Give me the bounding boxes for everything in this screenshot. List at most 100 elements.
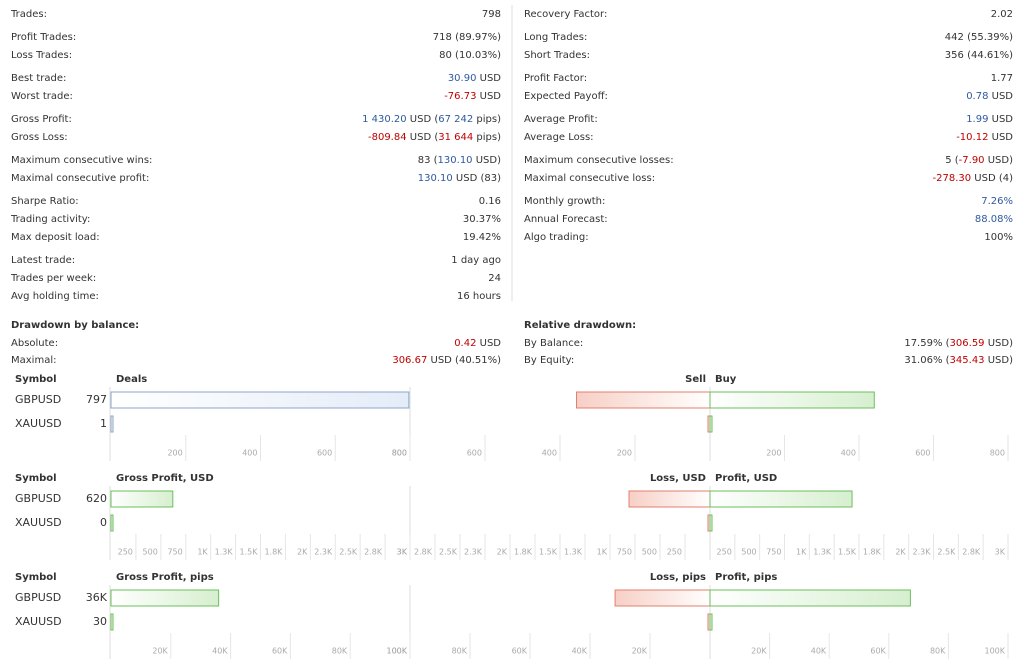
stat-row: Maximal consecutive profit: 130.10 USD (8… — [11, 171, 501, 187]
section-title: Relative drawdown: — [524, 320, 637, 331]
value-part: USD) — [984, 355, 1013, 366]
value-label: 620 — [86, 492, 107, 505]
stat-label: Maximum consecutive losses: — [524, 155, 674, 166]
stat-value: 306.67 USD (40.51%) — [392, 353, 501, 369]
value-label: 30 — [93, 615, 107, 628]
stat-row: Maximum consecutive losses: 5 (-7.90 USD) — [524, 153, 1013, 169]
tick-label: 3K — [995, 548, 1006, 557]
tick-label: 1.5K — [838, 548, 857, 557]
stat-row: Max deposit load: 19.42% — [11, 230, 501, 246]
stat-label: Gross Loss: — [11, 132, 68, 143]
value-part: 0.78 — [966, 91, 989, 102]
tick-label: 3K — [397, 548, 408, 557]
stat-label: Monthly growth: — [524, 196, 606, 207]
tick-label: 400 — [242, 449, 257, 458]
value-part: 718 (89.97%) — [432, 32, 501, 43]
stat-label: Maximal consecutive profit: — [11, 173, 150, 184]
tick-label: 80K — [332, 647, 348, 656]
symbol: XAUUSD — [15, 516, 62, 529]
tick-label: 1K — [197, 548, 208, 557]
value-part: -7.90 — [958, 155, 985, 166]
bar — [110, 514, 114, 532]
value-label: 36K — [86, 591, 108, 604]
tick-label: 2.3K — [913, 548, 932, 557]
value-part: USD) — [472, 155, 501, 166]
tick-label: 200 — [617, 449, 632, 458]
value-part: 345.43 — [949, 355, 985, 366]
tick-label: 80K — [930, 647, 946, 656]
stat-row: Loss Trades: 80 (10.03%) — [11, 48, 501, 64]
stat-row: Long Trades: 442 (55.39%) — [524, 30, 1013, 46]
tick-label: 1K — [796, 548, 807, 557]
bar — [110, 490, 174, 508]
side-title: Sell — [685, 374, 706, 385]
tick-label: 250 — [717, 548, 732, 557]
stat-value: 24 — [488, 271, 501, 287]
stat-row: Trades per week: 24 — [11, 271, 501, 287]
stat-value: 1.77 — [991, 71, 1013, 87]
value-part: USD ( — [406, 132, 439, 143]
stat-value: 17.59% (306.59 USD) — [904, 336, 1013, 352]
value-part: 0.42 — [454, 338, 477, 349]
stat-label: By Balance: — [524, 338, 584, 349]
tick-label: 2.5K — [439, 548, 458, 557]
stat-row: Expected Payoff: 0.78 USD — [524, 89, 1013, 105]
symbol: GBPUSD — [15, 393, 61, 406]
bar — [614, 589, 711, 607]
stat-value: 798 — [482, 7, 501, 23]
stat-label: Profit Factor: — [524, 73, 588, 84]
value-part: 19.42% — [462, 232, 501, 243]
stat-label: By Equity: — [524, 355, 575, 366]
value-part: 31.06% ( — [904, 355, 950, 366]
bar — [709, 514, 713, 532]
value-label: 1 — [100, 417, 107, 430]
stat-row: Latest trade: 1 day ago — [11, 253, 501, 269]
value-part: 5 ( — [945, 155, 959, 166]
bar — [709, 415, 713, 433]
value-part: 1.99 — [966, 114, 989, 125]
value-part: 16 hours — [456, 291, 501, 302]
tick-label: 1.5K — [539, 548, 558, 557]
side-title: Loss, pips — [650, 572, 706, 583]
bar — [709, 613, 713, 631]
stat-value: 7.26% — [981, 194, 1013, 210]
value-part: 67 242 — [438, 114, 474, 125]
bar — [110, 391, 410, 409]
stat-label: Sharpe Ratio: — [11, 196, 79, 207]
tick-label: 200 — [167, 449, 182, 458]
stat-label: Profit Trades: — [11, 32, 77, 43]
stat-label: Average Profit: — [524, 114, 598, 125]
tick-label: 2.8K — [962, 548, 981, 557]
stat-value: 5 (-7.90 USD) — [945, 153, 1013, 169]
value-part: 306.67 — [392, 355, 428, 366]
tick-label: 1.3K — [564, 548, 583, 557]
side-title: Loss, USD — [650, 473, 706, 484]
stat-row: Maximal consecutive loss: -278.30 USD (4) — [524, 171, 1013, 187]
tick-label: 100K — [984, 647, 1005, 656]
value-label: 797 — [86, 393, 107, 406]
stat-label: Annual Forecast: — [524, 214, 608, 225]
column-header: Symbol — [15, 572, 57, 583]
stat-value: 1 430.20 USD (67 242 pips) — [362, 112, 501, 128]
stat-value: 80 (10.03%) — [439, 48, 501, 64]
tick-label: 400 — [841, 449, 856, 458]
tick-label: 2.3K — [314, 548, 333, 557]
tick-label: 1.8K — [514, 548, 533, 557]
stat-row: Maximal: 306.67 USD (40.51%) — [11, 353, 501, 369]
tick-label: 1.8K — [863, 548, 882, 557]
stat-row: Annual Forecast: 88.08% — [524, 212, 1013, 228]
tick-label: 600 — [915, 449, 930, 458]
stat-value: 718 (89.97%) — [433, 30, 501, 46]
stat-label: Algo trading: — [524, 232, 589, 243]
symbol: GBPUSD — [15, 492, 61, 505]
section-title: Drawdown by balance: — [11, 320, 140, 331]
stat-label: Average Loss: — [524, 132, 594, 143]
value-part: 24 — [488, 273, 501, 284]
stat-value: 88.08% — [975, 212, 1013, 228]
stat-row: Average Profit: 1.99 USD — [524, 112, 1013, 128]
value-part: 88.08% — [974, 214, 1013, 225]
bar — [110, 589, 220, 607]
stat-value: 83 (130.10 USD) — [418, 153, 501, 169]
